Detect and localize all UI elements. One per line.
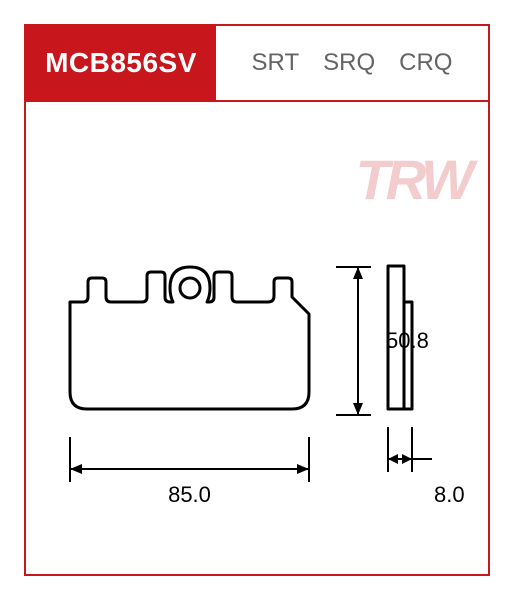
part-number: MCB856SV	[45, 47, 197, 79]
dimension-thickness-line	[382, 427, 432, 477]
variant-srt: SRT	[252, 49, 300, 77]
diagram-content: TRW 85.0 50.8	[26, 102, 488, 574]
dimension-width-line	[62, 437, 317, 487]
dimension-thickness-label: 8.0	[434, 482, 465, 508]
header-bar: MCB856SV SRT SRQ CRQ	[26, 26, 488, 102]
dimension-height-line	[336, 265, 376, 417]
dimension-height-label: 50.8	[386, 328, 429, 354]
part-number-box: MCB856SV	[26, 26, 216, 100]
variant-srq: SRQ	[323, 49, 375, 77]
brake-pad-front-view	[62, 252, 317, 417]
diagram-frame: MCB856SV SRT SRQ CRQ TRW 85.0	[24, 24, 490, 576]
variant-crq: CRQ	[399, 49, 452, 77]
dimension-width-label: 85.0	[62, 482, 317, 508]
trw-logo-watermark: TRW	[356, 147, 471, 212]
variants-box: SRT SRQ CRQ	[216, 26, 488, 100]
